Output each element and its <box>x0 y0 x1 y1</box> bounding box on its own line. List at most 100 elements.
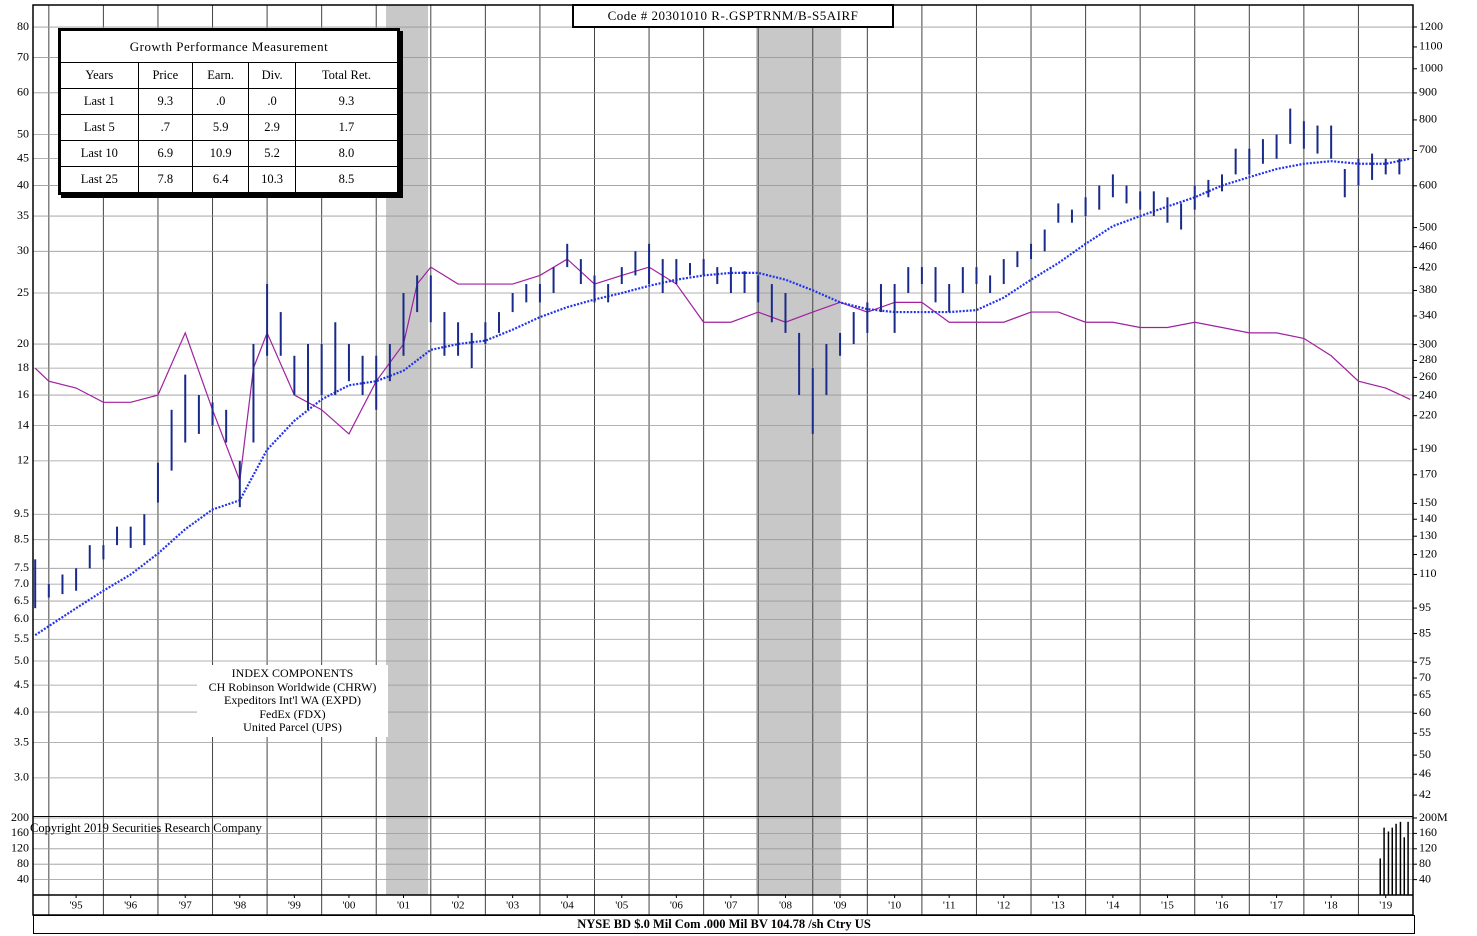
index-title: INDEX COMPONENTS <box>231 666 354 680</box>
volume-tick-label: 80 <box>17 856 29 870</box>
x-tick-label: '97 <box>179 900 192 912</box>
table-row: Last 5.7 5.9 2.9 1.7 <box>60 114 399 141</box>
y-tick-label: 9.5 <box>14 506 29 520</box>
copyright: Copyright 2019 Securities Research Compa… <box>30 821 262 835</box>
y2-tick-label: 280 <box>1419 352 1437 366</box>
y2-tick-label: 50 <box>1419 747 1431 761</box>
y-tick-label: 5.5 <box>14 631 29 645</box>
y2-tick-label: 70 <box>1419 670 1431 684</box>
table-cell: 8.0 <box>294 140 399 167</box>
table-cell: 8.5 <box>294 166 399 193</box>
performance-table: Growth Performance Measurement Years Price… <box>58 28 400 195</box>
table-cell: .0 <box>191 88 250 115</box>
x-tick-label: '16 <box>1216 900 1229 912</box>
y2-tick-label: 190 <box>1419 441 1437 455</box>
y-tick-label: 3.0 <box>14 770 29 784</box>
x-tick-label: '04 <box>561 900 574 912</box>
y2-tick-label: 420 <box>1419 259 1437 273</box>
volume-tick-label: 120 <box>11 841 29 855</box>
y-tick-label: 3.5 <box>14 734 29 748</box>
y-tick-label: 14 <box>17 417 29 431</box>
code-label: Code # 20301010 R-.GSPTRNM/B-S5AIRF <box>572 4 894 28</box>
y2-tick-label: 1000 <box>1419 61 1443 75</box>
y2-tick-label: 300 <box>1419 336 1437 350</box>
header-cell: Div. <box>248 62 296 89</box>
y2-tick-label: 700 <box>1419 142 1437 156</box>
table-cell: 7.8 <box>137 166 193 193</box>
y2-tick-label: 60 <box>1419 705 1431 719</box>
y-tick-label: 16 <box>17 387 29 401</box>
x-tick-label: '15 <box>1161 900 1174 912</box>
y-tick-label: 25 <box>17 285 29 299</box>
x-tick-label: '06 <box>670 900 683 912</box>
table-cell: Last 10 <box>60 140 139 167</box>
table-cell: 2.9 <box>248 114 296 141</box>
y2-tick-label: 900 <box>1419 85 1437 99</box>
y2-tick-label: 600 <box>1419 178 1437 192</box>
volume-y2-tick-label: 160 <box>1419 825 1437 839</box>
header-cell: Years <box>60 62 139 89</box>
header-row: Years Price Earn. Div. Total Ret. <box>60 62 399 89</box>
x-tick-label: '18 <box>1325 900 1338 912</box>
x-tick-label: '07 <box>724 900 737 912</box>
table-cell: 1.7 <box>294 114 399 141</box>
y2-tick-label: 75 <box>1419 654 1431 668</box>
y2-tick-label: 240 <box>1419 387 1437 401</box>
volume-tick-label: 160 <box>11 825 29 839</box>
x-tick-label: '17 <box>1270 900 1283 912</box>
y2-tick-label: 95 <box>1419 600 1431 614</box>
y-tick-label: 4.0 <box>14 704 29 718</box>
table-row: Last 1 9.3.0.0 9.3 <box>60 88 399 115</box>
index-components: INDEX COMPONENTS CH Robinson Worldwide (… <box>197 665 388 737</box>
x-tick-label: '11 <box>943 900 956 912</box>
x-tick-label: '99 <box>288 900 301 912</box>
y-tick-label: 6.0 <box>14 611 29 625</box>
x-tick-label: '09 <box>834 900 847 912</box>
y2-tick-label: 110 <box>1419 566 1437 580</box>
y-tick-label: 40 <box>17 177 29 191</box>
x-tick-label: '98 <box>233 900 246 912</box>
y-tick-label: 4.5 <box>14 677 29 691</box>
table-cell: 9.3 <box>137 88 193 115</box>
y-tick-label: 7.0 <box>14 576 29 590</box>
x-tick-label: '13 <box>1052 900 1065 912</box>
index-item: Expeditors Int'l WA (EXPD) <box>224 693 361 707</box>
header-cell: Earn. <box>191 62 250 89</box>
volume-y2-tick-label: 120 <box>1419 841 1437 855</box>
table-cell: .7 <box>137 114 193 141</box>
footer: NYSE BD $.0 Mil Com .000 Mil BV 104.78 /… <box>33 915 1415 934</box>
header-cell: Total Ret. <box>294 62 399 89</box>
y2-tick-label: 220 <box>1419 407 1437 421</box>
y-tick-label: 6.5 <box>14 593 29 607</box>
y2-tick-label: 460 <box>1419 238 1437 252</box>
table-row: Last 25 7.8 6.4 10.3 8.5 <box>60 166 399 193</box>
x-tick-label: '19 <box>1379 900 1392 912</box>
y2-tick-label: 42 <box>1419 787 1431 801</box>
table-cell: 6.9 <box>137 140 193 167</box>
y-tick-label: 35 <box>17 208 29 222</box>
table: Growth Performance Measurement Years Price… <box>60 30 399 193</box>
y-tick-label: 12 <box>17 453 29 467</box>
table-row: Last 10 6.9 10.9 5.2 8.0 <box>60 140 399 167</box>
table-cell: 5.9 <box>191 114 250 141</box>
relative-strength-line <box>34 258 1411 481</box>
y-tick-label: 8.5 <box>14 531 29 545</box>
table-cell: 10.3 <box>248 166 296 193</box>
table-title-row: Growth Performance Measurement <box>60 30 398 63</box>
header-cell: Price <box>137 62 193 89</box>
x-tick-label: '05 <box>615 900 628 912</box>
x-tick-label: '12 <box>997 900 1010 912</box>
y2-tick-label: 500 <box>1419 219 1437 233</box>
table-cell: 9.3 <box>294 88 399 115</box>
y-tick-label: 80 <box>17 19 29 33</box>
y-tick-label: 7.5 <box>14 560 29 574</box>
table-cell: Last 5 <box>60 114 139 141</box>
x-tick-label: '14 <box>1106 900 1119 912</box>
table-cell: Last 1 <box>60 88 139 115</box>
table-cell: Last 25 <box>60 166 139 193</box>
y2-tick-label: 260 <box>1419 369 1437 383</box>
y2-tick-label: 150 <box>1419 495 1437 509</box>
y2-tick-label: 340 <box>1419 308 1437 322</box>
y2-tick-label: 1100 <box>1419 39 1443 53</box>
